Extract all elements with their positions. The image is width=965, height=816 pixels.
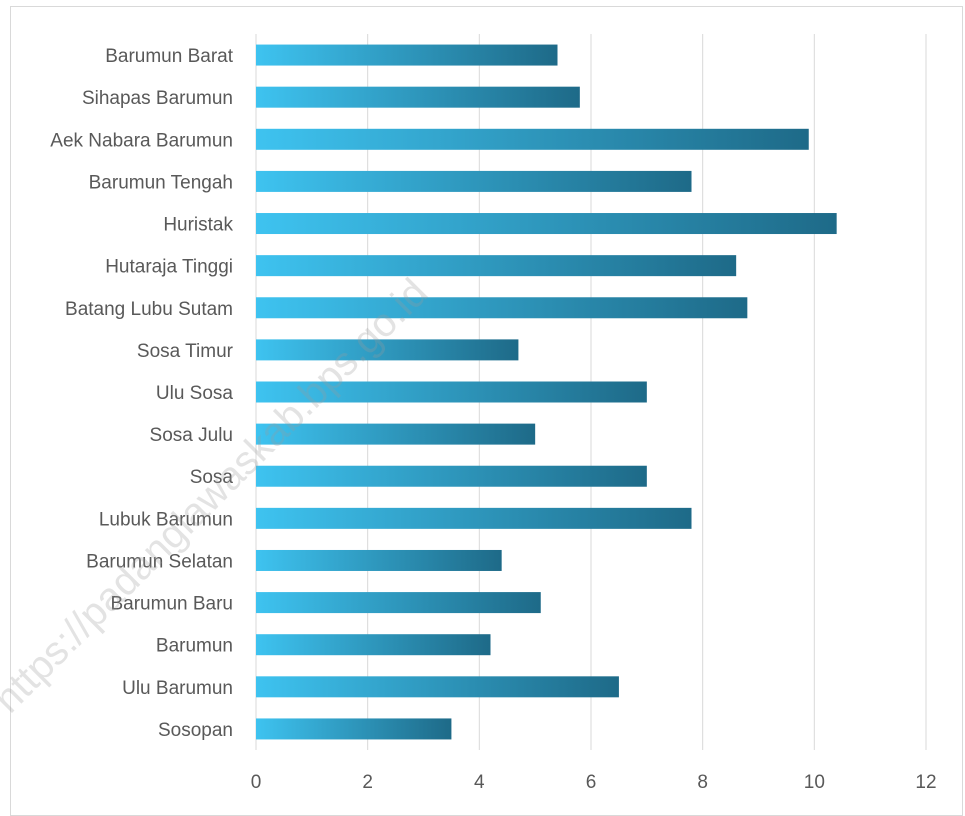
category-label: Ulu Sosa bbox=[156, 383, 234, 404]
x-tick-label: 6 bbox=[586, 772, 597, 793]
x-tick-label: 4 bbox=[474, 772, 485, 793]
category-label: Aek Nabara Barumun bbox=[50, 130, 233, 151]
bar bbox=[256, 213, 837, 235]
bar bbox=[256, 718, 452, 740]
category-label: Sihapas Barumun bbox=[82, 88, 233, 109]
category-label: Hutaraja Tinggi bbox=[105, 257, 233, 278]
bar bbox=[256, 170, 692, 192]
category-label: Barumun Barat bbox=[105, 46, 234, 67]
bar bbox=[256, 592, 541, 614]
bar bbox=[256, 676, 619, 698]
category-label: Huristak bbox=[163, 215, 233, 236]
category-label: Batang Lubu Sutam bbox=[65, 299, 233, 320]
bar bbox=[256, 86, 580, 108]
x-tick-label: 12 bbox=[915, 772, 936, 793]
bar bbox=[256, 255, 737, 277]
category-label: Barumun bbox=[156, 636, 233, 657]
category-label: Barumun Selatan bbox=[86, 551, 233, 572]
bar bbox=[256, 339, 519, 361]
category-labels: Barumun Barat Sihapas Barumun Aek Nabara B… bbox=[50, 46, 233, 741]
x-tick-label: 2 bbox=[362, 772, 373, 793]
category-label: Sosa Julu bbox=[150, 425, 233, 446]
bar bbox=[256, 381, 647, 403]
x-tick-label: 8 bbox=[697, 772, 708, 793]
category-label: Lubuk Barumun bbox=[99, 509, 233, 530]
category-label: Sosa bbox=[190, 467, 234, 488]
bar bbox=[256, 634, 491, 656]
bar bbox=[256, 423, 536, 445]
x-tick-label: 0 bbox=[251, 772, 262, 793]
bar bbox=[256, 44, 558, 66]
category-label: Ulu Barumun bbox=[122, 678, 233, 699]
category-label: Barumun Baru bbox=[110, 594, 233, 615]
category-label: Sosopan bbox=[158, 720, 233, 741]
x-axis-tick-labels: 0 2 4 6 8 10 12 bbox=[251, 772, 937, 793]
bar bbox=[256, 465, 647, 487]
category-label: Barumun Tengah bbox=[89, 172, 233, 193]
x-tick-label: 10 bbox=[804, 772, 825, 793]
bar bbox=[256, 549, 502, 571]
category-label: Sosa Timur bbox=[137, 341, 234, 362]
grid-lines bbox=[255, 34, 927, 750]
bar bbox=[256, 128, 809, 150]
bar bbox=[256, 507, 692, 529]
bars bbox=[256, 44, 837, 740]
bar bbox=[256, 297, 748, 319]
